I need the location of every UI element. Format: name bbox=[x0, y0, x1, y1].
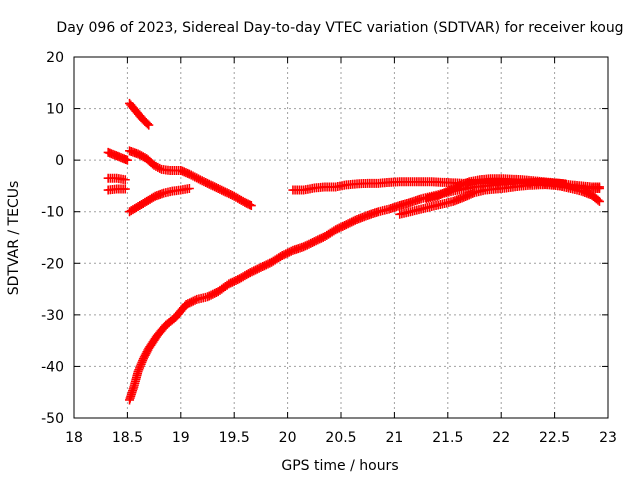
data-point bbox=[560, 179, 570, 189]
data-point bbox=[594, 182, 604, 192]
x-tick-label: 21 bbox=[385, 430, 403, 446]
chart-title: Day 096 of 2023, Sidereal Day-to-day VTE… bbox=[56, 20, 623, 36]
data-point bbox=[190, 295, 200, 305]
y-tick-label: 20 bbox=[46, 50, 64, 66]
x-tick-label: 20 bbox=[279, 430, 297, 446]
series-arc-descending bbox=[125, 146, 256, 211]
data-marks bbox=[103, 98, 604, 405]
y-tick-label: -40 bbox=[41, 359, 64, 375]
series-arc-mid-left-b bbox=[103, 184, 130, 195]
x-tick-label: 23 bbox=[599, 430, 617, 446]
axis-ticks: 18 18.5 19 19.5 20 20.5 21 21.5 22 22.5 23 -50 -40 -3… bbox=[41, 50, 617, 446]
x-tick-label: 20.5 bbox=[325, 430, 356, 446]
y-axis-label: SDTVAR / TECUs bbox=[6, 181, 22, 296]
data-point bbox=[122, 155, 132, 165]
series-arc-late-b bbox=[421, 174, 570, 204]
series-arc-rising bbox=[125, 178, 604, 405]
y-tick-label: 0 bbox=[55, 153, 64, 169]
series-arc-mid-left-a bbox=[103, 173, 130, 185]
series-arc-top bbox=[125, 98, 154, 130]
data-point bbox=[142, 119, 152, 129]
x-tick-label: 18.5 bbox=[112, 430, 143, 446]
x-tick-label: 22.5 bbox=[539, 430, 570, 446]
data-point bbox=[246, 201, 256, 211]
series-arc-low bbox=[125, 184, 194, 217]
y-tick-label: -30 bbox=[41, 308, 64, 324]
grid bbox=[74, 57, 608, 418]
data-point bbox=[593, 195, 603, 205]
x-tick-label: 21.5 bbox=[432, 430, 463, 446]
x-axis-label: GPS time / hours bbox=[281, 458, 398, 474]
y-tick-label: -50 bbox=[41, 411, 64, 427]
x-tick-label: 19 bbox=[172, 430, 190, 446]
y-tick-label: -20 bbox=[41, 256, 64, 272]
y-tick-label: 10 bbox=[46, 102, 64, 118]
data-point bbox=[184, 184, 194, 194]
x-tick-label: 18 bbox=[65, 430, 83, 446]
series-arc-late-a bbox=[395, 179, 604, 219]
data-point bbox=[120, 184, 130, 194]
data-point bbox=[594, 196, 604, 206]
data-point bbox=[155, 163, 165, 173]
series-arc-upper-left bbox=[103, 147, 132, 165]
data-point bbox=[144, 120, 154, 130]
x-tick-label: 22 bbox=[492, 430, 510, 446]
x-tick-label: 19.5 bbox=[219, 430, 250, 446]
data-point bbox=[120, 175, 130, 185]
y-tick-label: -10 bbox=[41, 205, 64, 221]
